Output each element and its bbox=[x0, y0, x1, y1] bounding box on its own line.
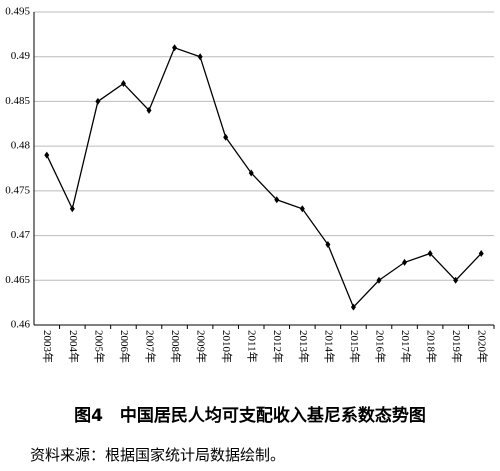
y-tick-label: 0.49 bbox=[11, 50, 31, 62]
x-tick-label: 2005年 bbox=[92, 330, 106, 363]
x-tick-label: 2009年 bbox=[195, 330, 209, 363]
y-tick-label: 0.465 bbox=[5, 274, 30, 286]
x-tick-label: 2017年 bbox=[399, 330, 413, 363]
point bbox=[44, 151, 50, 159]
x-tick-label: 2020年 bbox=[476, 330, 490, 363]
x-tick-label: 2007年 bbox=[143, 330, 157, 363]
x-tick-label: 2008年 bbox=[169, 330, 183, 363]
x-tick-label: 2010年 bbox=[220, 330, 234, 363]
x-tick-label: 2012年 bbox=[271, 330, 285, 363]
x-tick-label: 2004年 bbox=[67, 330, 81, 363]
chart-title: 图4 中国居民人均可支配收入基尼系数态势图 bbox=[74, 405, 426, 426]
y-tick-label: 0.46 bbox=[11, 319, 31, 331]
point bbox=[299, 205, 305, 213]
y-tick-label: 0.485 bbox=[5, 95, 30, 107]
point bbox=[223, 133, 229, 141]
point bbox=[197, 53, 203, 61]
x-tick-label: 2014年 bbox=[322, 330, 336, 363]
x-tick-label: 2019年 bbox=[450, 330, 464, 363]
point bbox=[376, 276, 382, 284]
x-tick-label: 2015年 bbox=[348, 330, 362, 363]
y-tick-label: 0.48 bbox=[11, 140, 31, 152]
x-tick-label: 2006年 bbox=[118, 330, 132, 363]
point bbox=[350, 303, 356, 311]
point bbox=[402, 258, 408, 266]
point bbox=[69, 205, 75, 213]
point bbox=[478, 249, 484, 257]
point bbox=[248, 169, 254, 177]
x-tick-label: 2016年 bbox=[373, 330, 387, 363]
x-tick-label: 2003年 bbox=[41, 330, 55, 363]
series-line bbox=[46, 46, 482, 309]
y-tick-label: 0.47 bbox=[11, 229, 31, 241]
point bbox=[120, 80, 126, 88]
x-tick-label: 2013年 bbox=[297, 330, 311, 363]
x-tick-label: 2018年 bbox=[425, 330, 439, 363]
chart-note: 资料来源：根据国家统计局数据绘制。 bbox=[30, 446, 285, 464]
point bbox=[453, 276, 459, 284]
point bbox=[274, 196, 280, 204]
x-tick-label: 2011年 bbox=[246, 330, 260, 363]
point bbox=[427, 249, 433, 257]
point bbox=[146, 106, 152, 114]
point bbox=[325, 241, 331, 249]
y-tick-label: 0.495 bbox=[5, 6, 30, 18]
point bbox=[172, 44, 178, 52]
y-tick-label: 0.475 bbox=[5, 184, 30, 196]
point bbox=[95, 97, 101, 105]
